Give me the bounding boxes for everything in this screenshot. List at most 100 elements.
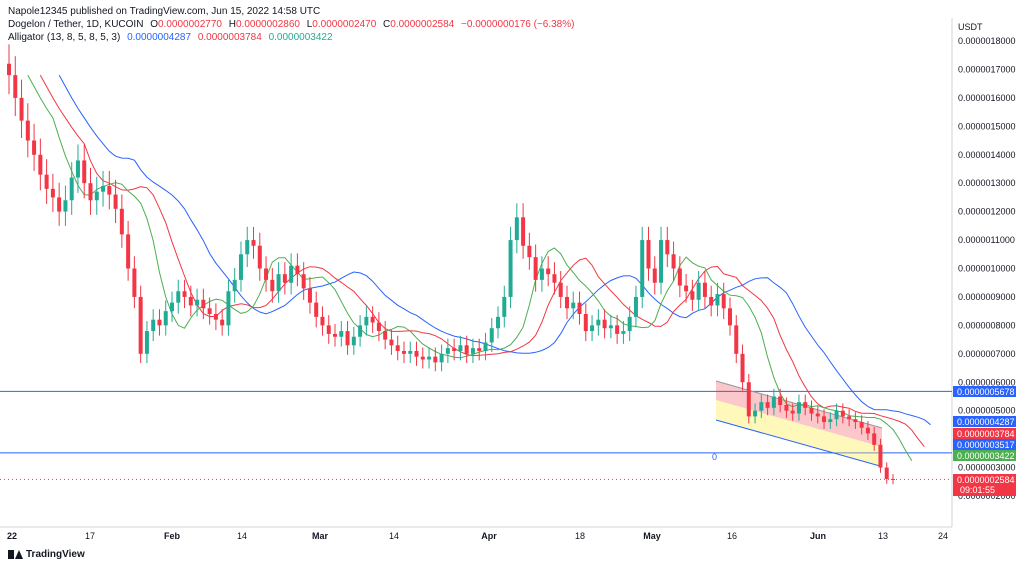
candle-body <box>590 325 595 332</box>
candle-body <box>232 279 237 292</box>
candle-body <box>483 342 488 351</box>
price-tag <box>953 386 1016 397</box>
symbol-name[interactable]: Dogelon / Tether, 1D, KUCOIN <box>8 19 144 30</box>
price-tick-label: 0.0000014000 <box>958 150 1016 160</box>
time-tick-label: 14 <box>389 531 399 541</box>
price-tag-label: 0.0000003784 <box>957 429 1015 439</box>
price-axis-unit: USDT <box>958 22 983 32</box>
candle-body <box>671 254 676 269</box>
candle-body <box>577 302 582 314</box>
candle-body <box>295 265 300 275</box>
candle-body <box>665 240 670 255</box>
candle-body <box>778 396 783 405</box>
candle-body <box>502 296 507 317</box>
candle-body <box>828 419 833 423</box>
open-value: 0.0000002770 <box>158 19 222 30</box>
candle-body <box>351 336 356 346</box>
close-label: C <box>383 19 391 30</box>
candle-body <box>376 322 381 332</box>
candle-body <box>389 339 394 346</box>
candle-body <box>195 299 200 306</box>
candle-body <box>715 294 720 306</box>
candle-body <box>226 291 231 326</box>
candle-body <box>878 444 883 468</box>
indicator-name[interactable]: Alligator (13, 8, 5, 8, 5, 3) <box>8 32 121 43</box>
candle-body <box>659 240 664 283</box>
time-axis[interactable]: 22 17 Feb 14 Mar 14 Apr 18 May 16 Jun 13 24 <box>7 531 948 541</box>
high-label: H <box>228 19 236 30</box>
candle-body <box>452 348 457 351</box>
candle-body <box>746 382 751 417</box>
price-tag <box>953 416 1016 427</box>
candle-body <box>627 316 632 332</box>
candle-body <box>809 407 814 414</box>
candle-body <box>370 316 375 323</box>
candle-body <box>684 285 689 292</box>
candle-body <box>696 282 701 300</box>
candle-body <box>238 254 243 280</box>
price-tick-label: 0.0000018000 <box>958 36 1016 46</box>
price-tick-label: 0.0000005000 <box>958 406 1016 416</box>
candle-body <box>803 402 808 408</box>
candle-body <box>107 186 112 195</box>
horizontal-lines <box>0 390 952 480</box>
candle-body <box>101 186 106 192</box>
time-tick-label: 17 <box>85 531 95 541</box>
tradingview-logo-icon <box>8 550 23 559</box>
price-tags: 0.00000056780.00000042870.00000037840.00… <box>953 386 1016 496</box>
candle-body <box>552 274 557 283</box>
time-tick-label: 14 <box>237 531 247 541</box>
candle-body <box>458 345 463 351</box>
candle-body <box>740 353 745 383</box>
bar-countdown: 09:01:55 <box>960 485 995 495</box>
candle-body <box>207 308 212 314</box>
publisher-line: Napole12345 published on TradingView.com… <box>8 6 321 17</box>
candle-body <box>339 331 344 337</box>
price-tag-label: 0.0000004287 <box>957 417 1015 427</box>
candle-body <box>564 296 569 309</box>
candle-body <box>276 274 281 292</box>
candle-body <box>822 416 827 423</box>
candle-body <box>420 356 425 360</box>
jaw-value: 0.0000004287 <box>127 32 192 43</box>
chart-legend: Napole12345 published on TradingView.com… <box>8 5 574 44</box>
lips-line <box>27 74 913 462</box>
candle-body <box>608 325 613 329</box>
candle-body <box>7 63 11 76</box>
candle-body <box>753 410 758 417</box>
candle-body <box>25 120 30 141</box>
grid <box>0 18 953 528</box>
candle-body <box>170 302 175 312</box>
price-tag-label: 0.0000003517 <box>957 440 1015 450</box>
candle-body <box>853 419 858 423</box>
candle-body <box>646 240 651 269</box>
candle-body <box>840 410 845 417</box>
candle-body <box>891 478 895 480</box>
price-tick-label: 0.0000012000 <box>958 207 1016 217</box>
candle-body <box>847 416 852 420</box>
jaw-line <box>58 74 931 426</box>
candle-body <box>414 350 419 357</box>
candle-body <box>132 268 137 297</box>
candle-body <box>640 240 645 297</box>
candle-body <box>771 396 776 408</box>
candle-body <box>82 160 87 184</box>
candle-body <box>333 333 338 337</box>
price-tick-label: 0.0000015000 <box>958 121 1016 131</box>
candle-body <box>427 356 432 360</box>
candle-body <box>201 299 206 309</box>
candle-body <box>514 217 519 241</box>
close-value: 0.0000002584 <box>390 19 455 30</box>
channel-lower-zone <box>716 400 882 466</box>
candle-body <box>790 410 795 414</box>
candle-body <box>445 348 450 354</box>
candle-body <box>508 240 513 297</box>
candle-body <box>282 274 287 283</box>
low-label: L <box>306 19 313 30</box>
price-tick-label: 0.0000013000 <box>958 178 1016 188</box>
candle-body <box>69 177 74 201</box>
candle-body <box>615 325 620 334</box>
candle-body <box>19 97 24 121</box>
candle-body <box>32 140 37 155</box>
